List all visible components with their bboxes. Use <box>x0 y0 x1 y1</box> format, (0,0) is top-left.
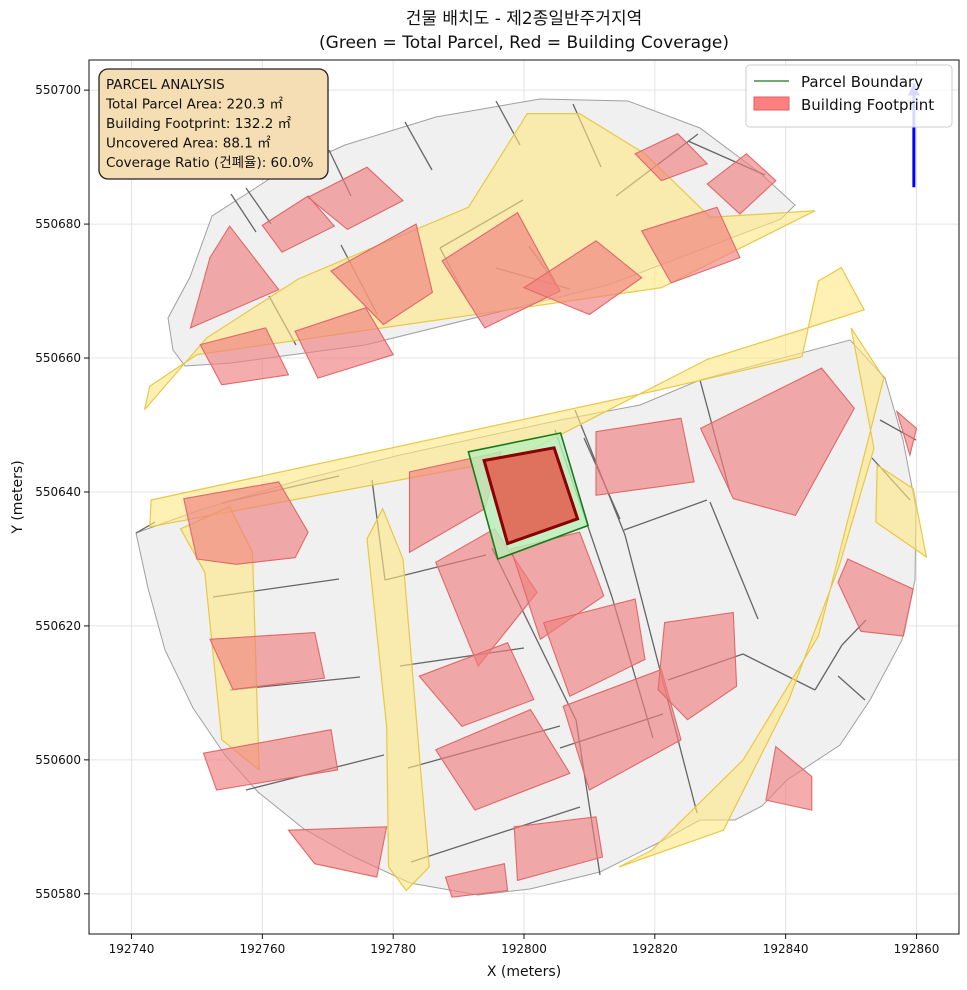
y-tick-label: 550660 <box>35 351 81 365</box>
info-building-footprint: Building Footprint: 132.2 ㎡ <box>106 116 292 132</box>
x-axis-label: X (meters) <box>487 964 561 980</box>
y-tick-label: 550680 <box>35 217 81 231</box>
x-tick-label: 192860 <box>894 942 940 956</box>
building-footprint <box>183 481 309 565</box>
building-footprint <box>640 206 741 284</box>
legend-frame <box>745 64 953 128</box>
building-footprint <box>202 729 339 791</box>
building-footprint <box>434 708 571 811</box>
x-tick-label: 192820 <box>632 942 678 956</box>
info-uncovered-area: Uncovered Area: 88.1 ㎡ <box>106 136 271 152</box>
info-box-background <box>98 68 329 180</box>
y-tick-label: 550640 <box>35 485 81 499</box>
building-footprint <box>522 240 643 316</box>
building-footprint <box>330 223 434 326</box>
building-footprint <box>765 745 813 811</box>
y-axis-ticks: 550580 550600 550620 550640 550660 550680 5507… <box>35 83 89 901</box>
x-tick-label: 192740 <box>109 942 155 956</box>
building-footprint <box>287 826 388 878</box>
lot-line <box>742 653 816 691</box>
building-footprint <box>595 417 695 496</box>
road-polygon <box>366 507 430 892</box>
x-tick-label: 192800 <box>501 942 547 956</box>
x-tick-label: 192760 <box>239 942 285 956</box>
lot-line <box>230 193 257 233</box>
y-tick-label: 550620 <box>35 619 81 633</box>
target-parcel <box>467 432 590 561</box>
building-footprint <box>189 225 280 329</box>
building-footprint <box>634 133 709 182</box>
lot-line <box>814 644 843 691</box>
y-tick-label: 550700 <box>35 83 81 97</box>
building-footprint <box>209 632 326 691</box>
legend-patch-swatch <box>753 96 790 111</box>
y-tick-label: 550580 <box>35 887 81 901</box>
building-footprint <box>307 166 404 231</box>
legend-label-parcel: Parcel Boundary <box>801 73 923 91</box>
legend: Parcel Boundary Building Footprint <box>745 64 953 128</box>
info-total-area: Total Parcel Area: 220.3 ㎡ <box>105 97 283 113</box>
building-footprint <box>261 195 336 253</box>
building-footprint <box>542 598 646 697</box>
building-footprint <box>657 611 738 721</box>
building-footprint <box>294 307 395 379</box>
info-coverage-ratio: Coverage Ratio (건폐율): 60.0% <box>106 155 314 171</box>
x-axis-ticks: 192740 192760 192780 192800 192820 192840 1928… <box>109 934 940 956</box>
building-footprint <box>199 327 290 386</box>
building-footprint <box>444 863 509 898</box>
building-footprint <box>418 642 535 728</box>
lot-line <box>709 501 759 620</box>
road-polygon <box>149 266 866 528</box>
info-box: PARCEL ANALYSIS Total Parcel Area: 220.3… <box>98 68 329 180</box>
building-footprint <box>513 816 604 882</box>
building-footprint <box>837 558 914 637</box>
building-footprint <box>699 367 855 517</box>
plot-area <box>88 59 960 935</box>
legend-label-building: Building Footprint <box>801 96 934 114</box>
lot-line <box>837 675 866 701</box>
lot-line <box>410 806 581 863</box>
lot-line <box>245 187 272 225</box>
target-building-footprint <box>482 446 580 546</box>
road-polygon <box>618 327 885 868</box>
buildings <box>183 133 918 898</box>
chart-subtitle: (Green = Total Parcel, Red = Building Co… <box>319 33 729 53</box>
info-heading: PARCEL ANALYSIS <box>106 77 225 93</box>
y-tick-label: 550600 <box>35 753 81 767</box>
x-tick-label: 192840 <box>763 942 809 956</box>
building-footprint <box>706 153 777 215</box>
road-polygon <box>875 464 928 559</box>
lot-line <box>404 121 433 171</box>
y-axis-label: Y (meters) <box>10 460 26 534</box>
chart-title: 건물 배치도 - 제2종일반주거지역 <box>406 9 642 29</box>
lot-line <box>623 499 708 531</box>
x-tick-label: 192780 <box>370 942 416 956</box>
building-footprint <box>895 409 918 458</box>
building-footprint <box>562 668 682 791</box>
